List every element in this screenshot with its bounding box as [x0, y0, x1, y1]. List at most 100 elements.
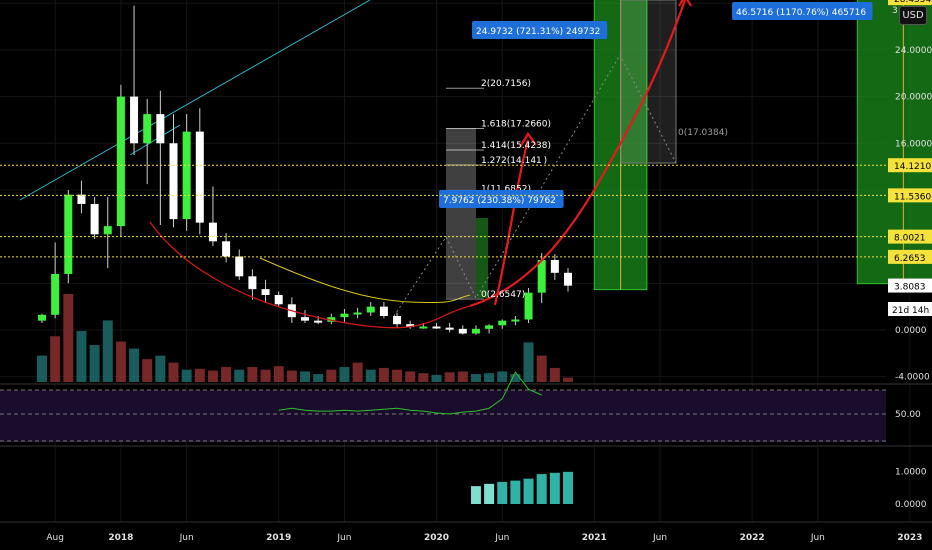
candle-body[interactable]: [419, 326, 428, 329]
oscillator-bar: [497, 481, 508, 504]
candle-body[interactable]: [432, 326, 441, 329]
measure-label-box[interactable]: [472, 21, 608, 39]
fib-level-label[interactable]: 0(17.0384): [678, 128, 728, 138]
time-tick-label: Jun: [179, 533, 194, 543]
candle-body[interactable]: [77, 194, 86, 204]
candle-body[interactable]: [274, 294, 283, 305]
volume-bar: [510, 374, 521, 382]
price-tag[interactable]: [888, 249, 932, 264]
fib-green-zone[interactable]: [476, 218, 488, 298]
currency-badge[interactable]: USD: [899, 6, 927, 25]
time-axis[interactable]: Aug 2018 Jun 2019 Jun 2020 Jun 2021 Jun 2022 Jun 20…: [46, 533, 932, 543]
volume-bar: [115, 341, 126, 382]
candle-body[interactable]: [445, 327, 454, 330]
price-tick-label: 20.0000: [895, 93, 932, 103]
moving-averages: [149, 0, 692, 329]
candle-body[interactable]: [235, 256, 244, 277]
candle-body[interactable]: [103, 226, 112, 235]
candle-body[interactable]: [340, 313, 349, 318]
candle-body[interactable]: [393, 315, 402, 325]
volume-bar: [207, 370, 218, 382]
measure-label-text[interactable]: 46.5716 (1170.76%) 465716: [736, 8, 866, 18]
ema-line: [149, 221, 471, 329]
volume-bar: [549, 367, 560, 382]
candle-body[interactable]: [143, 114, 152, 144]
fib-level-label[interactable]: 1.272(14.141 ): [481, 156, 547, 166]
candle-body[interactable]: [366, 306, 375, 313]
volume-bar: [457, 371, 468, 382]
candle-body[interactable]: [485, 325, 494, 329]
volume-bar: [286, 370, 297, 382]
candle-body[interactable]: [156, 114, 165, 144]
price-tag[interactable]: [888, 278, 932, 293]
candle-body[interactable]: [38, 314, 46, 321]
candle-body[interactable]: [208, 222, 217, 242]
candle-body[interactable]: [261, 289, 270, 295]
candlestick-series[interactable]: [38, 5, 572, 335]
price-axis[interactable]: 3 24.0000 20.0000 16.0000 0.0000 -4.0000 28.43…: [0, 0, 932, 383]
measure-label-text[interactable]: 24.9732 (721.31%) 249732: [476, 27, 600, 37]
fib-level-label[interactable]: 0(2.6547): [481, 290, 525, 300]
candle-body[interactable]: [314, 320, 323, 323]
indicator-panes: [0, 383, 932, 523]
fib-level-label[interactable]: 2(20.7156): [481, 79, 531, 89]
trendline-upper[interactable]: [19, 0, 371, 201]
candle-body[interactable]: [353, 312, 362, 315]
volume-bar: [365, 369, 376, 382]
fib-level-label[interactable]: 1.618(17.2660): [481, 120, 551, 130]
candle-body[interactable]: [182, 131, 191, 220]
oscillator-bar: [523, 478, 534, 504]
price-tag-label: 28.4354: [894, 0, 931, 5]
candle-body[interactable]: [498, 320, 507, 326]
price-tag-label: 11.5360: [894, 192, 931, 202]
candle-body[interactable]: [64, 194, 73, 274]
price-tag[interactable]: [888, 188, 932, 203]
candle-body[interactable]: [169, 143, 178, 220]
candle-body[interactable]: [471, 328, 480, 334]
candle-body[interactable]: [222, 241, 231, 257]
candle-body[interactable]: [564, 272, 572, 286]
time-tick-label: 2022: [740, 533, 765, 543]
volume-bar: [313, 374, 324, 382]
fib-level-label[interactable]: 1.414(15.4238): [481, 141, 551, 151]
volume-bar: [234, 369, 245, 382]
price-tag[interactable]: [888, 158, 932, 173]
candle-body[interactable]: [130, 96, 139, 144]
candle-body[interactable]: [195, 131, 204, 223]
measure-labels[interactable]: 24.9732 (721.31%) 249732 7.9762 (230.38%)…: [439, 2, 873, 208]
time-tick-label: 2020: [424, 533, 449, 543]
volume-bar: [484, 373, 495, 382]
candle-body[interactable]: [248, 276, 257, 290]
price-tick-label: 3: [892, 6, 898, 16]
candle-body[interactable]: [458, 328, 467, 334]
candle-body[interactable]: [537, 259, 546, 293]
candle-body[interactable]: [511, 319, 520, 322]
candle-body[interactable]: [379, 306, 388, 316]
time-tick-label: Aug: [46, 533, 64, 543]
trendline-lower[interactable]: [129, 124, 181, 156]
projection-box[interactable]: [620, 0, 677, 164]
oscillator-bar: [563, 471, 573, 504]
candle-body[interactable]: [550, 259, 559, 273]
candle-body[interactable]: [116, 96, 125, 227]
candle-body[interactable]: [524, 292, 533, 320]
measure-label-box[interactable]: [732, 2, 873, 20]
fib-level-label[interactable]: 1(11.6852): [481, 185, 531, 195]
fib-extension-box[interactable]: [446, 128, 476, 298]
projection-path[interactable]: [393, 53, 677, 317]
volume-bar: [168, 362, 179, 382]
measure-label-text[interactable]: 7.9762 (230.38%) 79762: [443, 196, 556, 206]
price-tick-label: 24.0000: [895, 46, 932, 56]
price-tag[interactable]: [888, 0, 932, 6]
price-tag[interactable]: [888, 229, 932, 244]
candle-body[interactable]: [301, 317, 309, 321]
candle-body[interactable]: [90, 203, 99, 235]
candle-body[interactable]: [327, 317, 336, 322]
volume-bar: [63, 294, 74, 382]
measure-label-box[interactable]: [439, 190, 564, 208]
price-tick-label: 16.0000: [895, 139, 932, 149]
candle-body[interactable]: [406, 324, 415, 328]
candle-body[interactable]: [51, 273, 60, 315]
